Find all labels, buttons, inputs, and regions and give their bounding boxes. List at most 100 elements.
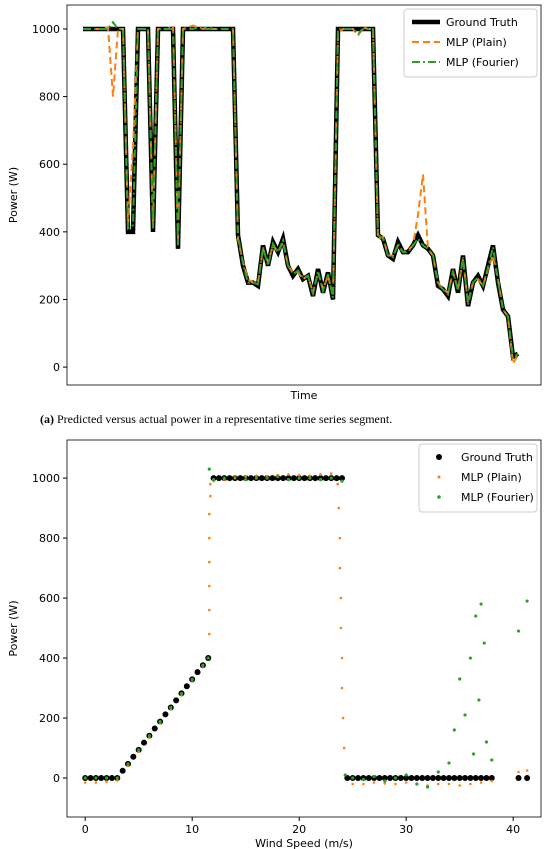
point (83, 776, 87, 780)
legend-label: MLP (Fourier) (446, 56, 519, 69)
y-tick-label: 1000 (32, 23, 60, 36)
point (447, 761, 451, 765)
point (387, 775, 394, 782)
point (94, 776, 98, 780)
point (440, 775, 447, 782)
point (362, 782, 365, 786)
x-tick-label: 30 (399, 823, 413, 836)
point (458, 784, 461, 787)
point (208, 608, 211, 612)
point (208, 536, 211, 540)
y-axis-label: Power (W) (7, 167, 20, 223)
point (276, 474, 280, 479)
point (119, 767, 126, 774)
point (209, 494, 212, 498)
point (108, 775, 115, 782)
point (525, 599, 529, 603)
point (381, 775, 388, 782)
point (208, 584, 211, 588)
point (207, 467, 211, 471)
point (137, 748, 141, 752)
point (456, 775, 463, 782)
point (301, 475, 308, 482)
point (451, 775, 458, 782)
x-tick-label: 40 (506, 823, 520, 836)
point (104, 776, 109, 780)
point (393, 776, 398, 780)
point (337, 506, 341, 510)
y-tick-label: 0 (53, 361, 60, 374)
legend-label: Ground Truth (446, 16, 518, 29)
y-tick-label: 1000 (32, 472, 60, 485)
point (290, 475, 297, 482)
point (484, 740, 489, 744)
point (516, 629, 521, 633)
caption: (a) Predicted versus actual power in a r… (40, 412, 392, 426)
point (361, 777, 365, 782)
y-tick-label: 800 (39, 91, 60, 104)
point (525, 769, 529, 772)
point (436, 770, 440, 774)
point (194, 669, 201, 676)
point (394, 782, 397, 786)
point (201, 663, 205, 667)
plot-frame (66, 439, 542, 818)
point (308, 476, 312, 480)
point (340, 686, 344, 690)
point (318, 477, 323, 482)
point (474, 614, 478, 618)
point (424, 775, 431, 782)
y-tick-label: 0 (53, 772, 60, 785)
point (436, 782, 440, 786)
point (147, 734, 151, 738)
point (471, 752, 476, 756)
x-tick-label: 20 (292, 823, 306, 836)
point (169, 705, 173, 710)
point (472, 775, 479, 782)
point (215, 475, 222, 482)
point (383, 779, 387, 783)
point (415, 782, 419, 786)
point (488, 775, 495, 782)
point (158, 720, 162, 724)
point (319, 473, 322, 476)
point (269, 475, 276, 482)
point (308, 474, 312, 477)
point (447, 782, 451, 786)
point (341, 716, 345, 720)
point (233, 474, 237, 479)
caption-label: (a) (40, 412, 54, 426)
point (312, 475, 319, 482)
point (469, 782, 472, 786)
y-tick-label: 400 (39, 226, 60, 239)
point (280, 475, 287, 482)
point (413, 775, 420, 782)
point (419, 775, 426, 782)
point (479, 781, 483, 784)
x-tick-label: 0 (82, 823, 89, 836)
y-tick-label: 800 (39, 532, 60, 545)
point (336, 482, 340, 486)
legend-label: MLP (Fourier) (461, 491, 534, 504)
point (429, 775, 436, 782)
point (222, 476, 226, 480)
point (226, 475, 233, 482)
point (94, 781, 98, 784)
point (372, 781, 376, 784)
point (209, 482, 212, 486)
point (342, 746, 346, 750)
y-tick-label: 600 (39, 158, 60, 171)
point (141, 739, 148, 746)
point (237, 475, 244, 482)
point (468, 656, 472, 660)
line (83, 20, 519, 361)
point (404, 781, 408, 784)
x-axis-label: Time (290, 389, 318, 402)
point (151, 725, 158, 732)
point (404, 773, 408, 777)
legend-swatch (437, 495, 441, 499)
plot-frame (66, 4, 542, 386)
legend-label: MLP (Plain) (446, 36, 507, 49)
point (130, 753, 137, 760)
